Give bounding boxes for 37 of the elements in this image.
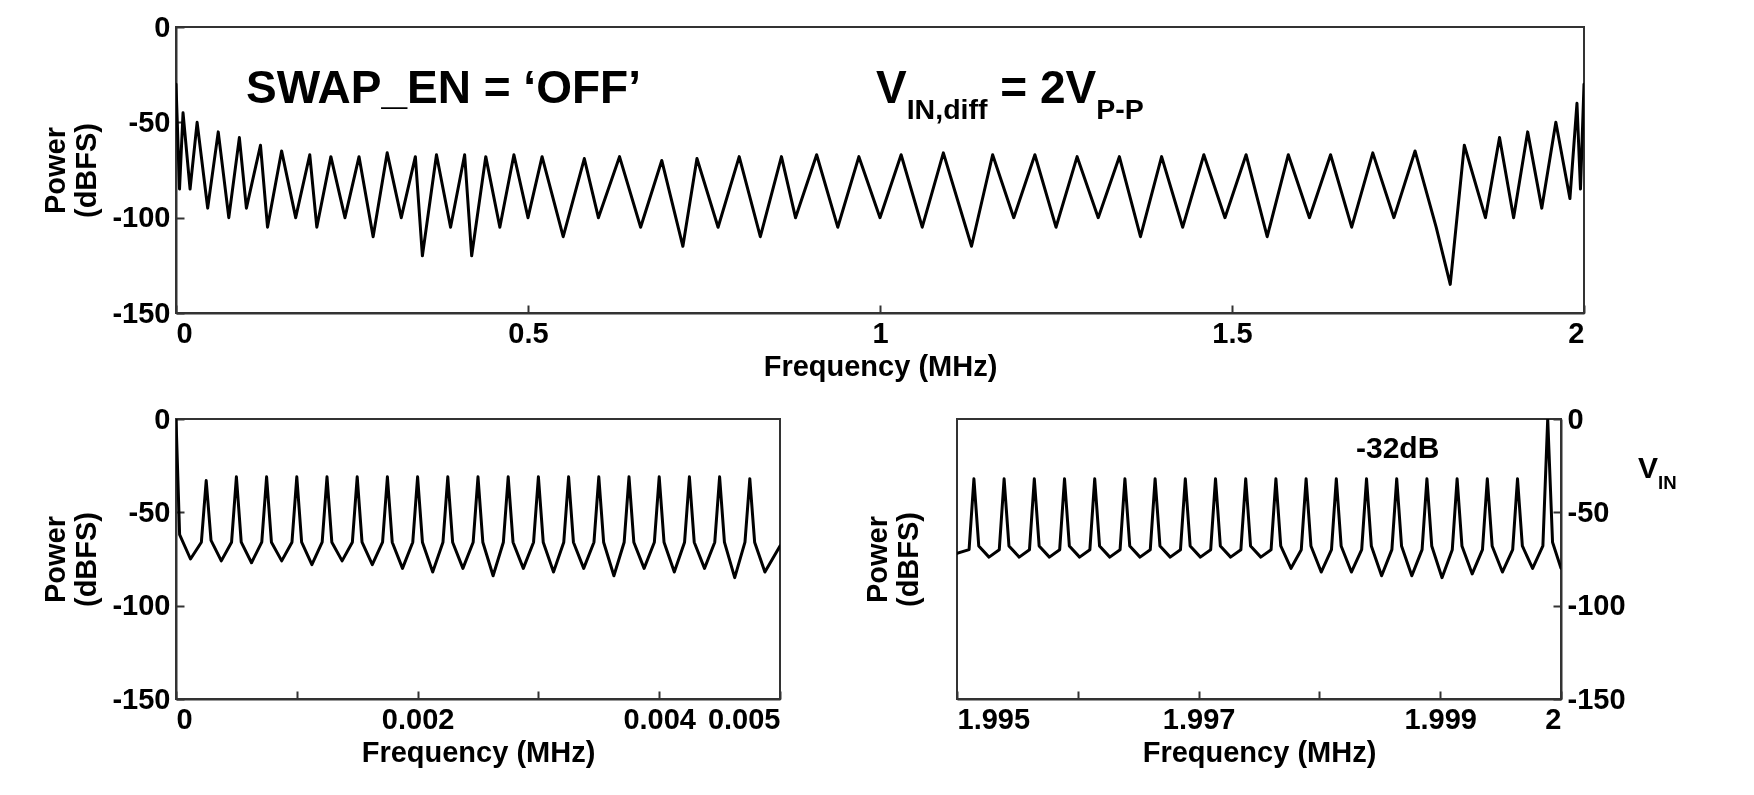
y-tick-label: -150 — [112, 682, 171, 715]
y-axis-title: Power (dBFS) — [39, 122, 103, 219]
annotation: SWAP_EN = ‘OFF’ — [246, 61, 641, 113]
x-tick-label: 0 — [176, 316, 193, 349]
x-tick-label: 0 — [176, 702, 193, 735]
x-tick-label: 0.002 — [381, 702, 455, 735]
x-axis-title: Frequency (MHz) — [763, 349, 998, 382]
y-tick-label: -50 — [128, 495, 171, 528]
y2-tick-label: -100 — [1567, 589, 1626, 622]
x-axis-title: Frequency (MHz) — [1142, 735, 1377, 768]
y-tick-label: -150 — [112, 296, 171, 329]
y-tick-label: 0 — [154, 10, 171, 43]
y2-tick-label: 0 — [1567, 402, 1584, 435]
y-axis-title: Power (dBFS) — [39, 511, 103, 608]
x-tick-label: 0.005 — [707, 702, 781, 735]
text: V$_{IN}$ — [1638, 451, 1677, 493]
y2-tick-label: -50 — [1567, 495, 1610, 528]
x-tick-label: 1 — [872, 316, 889, 349]
y-axis-title: Power (dBFS) — [860, 511, 924, 608]
annotation: V$_{IN,diff}$ = 2V$_{P-P}$ — [876, 61, 1144, 125]
x-tick-label: 2 — [1568, 316, 1585, 349]
y-tick-label: -100 — [112, 589, 171, 622]
x-tick-label: 1.997 — [1162, 702, 1236, 735]
line-series — [957, 419, 1561, 580]
annotation: -32dB — [1356, 431, 1440, 464]
y-tick-label: -100 — [112, 201, 171, 234]
x-tick-label: 1.5 — [1212, 316, 1253, 349]
x-tick-label: 0.5 — [508, 316, 549, 349]
y2-tick-label: -150 — [1567, 682, 1626, 715]
x-tick-label: 1.999 — [1404, 702, 1477, 735]
x-tick-label: 2 — [1545, 702, 1562, 735]
line-series — [176, 419, 780, 580]
x-tick-label: 0.004 — [623, 702, 696, 735]
y-tick-label: 0 — [154, 402, 171, 435]
x-axis-title: Frequency (MHz) — [361, 735, 596, 768]
y-tick-label: -50 — [128, 105, 171, 138]
x-tick-label: 1.995 — [957, 702, 1031, 735]
